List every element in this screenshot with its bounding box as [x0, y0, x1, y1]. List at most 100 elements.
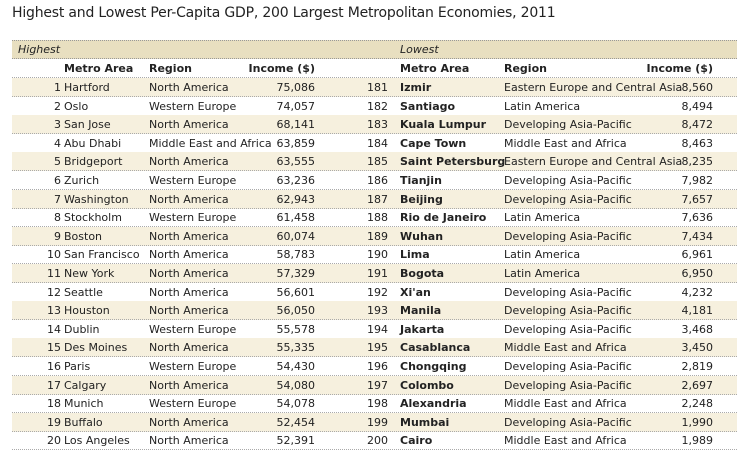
- table-row: 11 New York North America 57,329 191 Bogota La…: [12, 264, 737, 283]
- income-lowest: 2,697: [681, 378, 714, 392]
- rank-lowest: 187: [367, 192, 388, 206]
- rank-highest: 4: [54, 136, 61, 150]
- table-row: 14 Dublin Western Europe 55,578 194 Jakarta De…: [12, 320, 737, 339]
- region-highest: North America: [149, 155, 229, 169]
- table-row: 18 Munich Western Europe 54,078 198 Alexandri…: [12, 394, 737, 414]
- rank-lowest: 194: [367, 322, 388, 336]
- metro-lowest: Jakarta: [400, 322, 445, 336]
- metro-highest: San Jose: [64, 118, 111, 132]
- rank-highest: 5: [54, 155, 61, 169]
- header-metro-highest: Metro Area: [64, 62, 134, 75]
- metro-highest: Zurich: [64, 174, 100, 187]
- rank-highest: 11: [47, 267, 61, 280]
- region-lowest: Middle East and Africa: [504, 341, 627, 355]
- income-lowest: 2,819: [681, 360, 714, 373]
- income-highest: 52,454: [276, 415, 316, 429]
- rank-highest: 2: [54, 99, 61, 113]
- region-lowest: Developing Asia-Pacific: [504, 192, 632, 206]
- rank-lowest: 193: [367, 304, 388, 318]
- income-lowest: 3,468: [681, 322, 714, 336]
- table-row: 8 Stockholm Western Europe 61,458 188 Rio de …: [12, 208, 737, 228]
- metro-lowest: Mumbai: [400, 415, 450, 429]
- rank-lowest: 183: [367, 118, 388, 132]
- income-highest: 54,080: [276, 378, 316, 392]
- region-lowest: Developing Asia-Pacific: [504, 285, 632, 299]
- region-highest: North America: [149, 267, 229, 280]
- metro-highest: Oslo: [64, 99, 89, 113]
- income-lowest: 4,232: [681, 285, 714, 299]
- income-highest: 56,050: [276, 304, 316, 318]
- income-highest: 55,335: [276, 341, 316, 355]
- metro-highest: Des Moines: [64, 341, 128, 355]
- region-highest: North America: [149, 192, 229, 206]
- metro-highest: Hartford: [64, 81, 110, 94]
- metro-highest: San Francisco: [64, 248, 140, 262]
- region-highest: North America: [149, 415, 229, 429]
- table-row: 10 San Francisco North America 58,783 190 Lim…: [12, 245, 737, 265]
- income-highest: 58,783: [276, 248, 316, 262]
- metro-lowest: Wuhan: [400, 229, 444, 243]
- region-lowest: Developing Asia-Pacific: [504, 118, 632, 132]
- rank-lowest: 196: [367, 360, 388, 373]
- metro-highest: Stockholm: [64, 211, 122, 225]
- region-lowest: Eastern Europe and Central Asia: [504, 155, 683, 169]
- table-row: 3 San Jose North America 68,141 183 Kuala Lum…: [12, 115, 737, 135]
- metro-lowest: Lima: [400, 248, 430, 262]
- rank-highest: 18: [47, 397, 61, 411]
- income-highest: 63,859: [276, 136, 316, 150]
- metro-lowest: Chongqing: [400, 360, 467, 373]
- rank-highest: 15: [47, 341, 61, 355]
- income-lowest: 3,450: [681, 341, 714, 355]
- income-lowest: 7,657: [681, 192, 714, 206]
- region-lowest: Middle East and Africa: [504, 397, 627, 411]
- income-highest: 54,078: [276, 397, 316, 411]
- table-row: 16 Paris Western Europe 54,430 196 Chongqing D…: [12, 357, 737, 376]
- metro-highest: Paris: [64, 360, 91, 373]
- region-highest: Western Europe: [149, 360, 237, 373]
- metro-highest: Bridgeport: [64, 155, 123, 169]
- rank-highest: 12: [47, 285, 61, 299]
- table-row: 7 Washington North America 62,943 187 Beijing…: [12, 189, 737, 209]
- metro-lowest: Xi'an: [400, 285, 431, 299]
- table-row: 6 Zurich Western Europe 63,236 186 Tianjin Dev…: [12, 171, 737, 190]
- table-row: 20 Los Angeles North America 52,391 200 Cairo…: [12, 431, 737, 451]
- region-highest: North America: [149, 229, 229, 243]
- region-lowest: Latin America: [504, 211, 581, 225]
- rank-lowest: 184: [367, 136, 388, 150]
- header-income-lowest: Income ($): [646, 62, 713, 75]
- metro-highest: Houston: [64, 304, 110, 318]
- header-region-lowest: Region: [504, 62, 547, 75]
- region-highest: Western Europe: [149, 397, 237, 411]
- header-income-highest: Income ($): [248, 62, 315, 75]
- metro-highest: Abu Dhabi: [64, 136, 122, 150]
- rank-lowest: 186: [367, 174, 388, 187]
- metro-lowest: Tianjin: [400, 174, 442, 187]
- rank-highest: 14: [47, 322, 61, 336]
- rank-highest: 6: [54, 174, 61, 187]
- rank-lowest: 195: [367, 341, 388, 355]
- income-highest: 62,943: [276, 192, 316, 206]
- table-title: Highest and Lowest Per-Capita GDP, 200 L…: [12, 5, 556, 21]
- region-lowest: Developing Asia-Pacific: [504, 322, 632, 336]
- region-highest: Western Europe: [149, 211, 237, 225]
- table-row: 9 Boston North America 60,074 189 Wuhan Develo…: [12, 226, 737, 246]
- region-lowest: Developing Asia-Pacific: [504, 174, 632, 187]
- region-highest: North America: [149, 248, 229, 262]
- rank-lowest: 192: [367, 285, 388, 299]
- table-row: 19 Buffalo North America 52,454 199 Mumbai Dev…: [12, 412, 737, 432]
- rank-highest: 10: [47, 248, 61, 262]
- income-highest: 63,555: [276, 155, 316, 169]
- rank-lowest: 200: [367, 434, 388, 448]
- table-row: 5 Bridgeport North America 63,555 185 Saint P…: [12, 152, 737, 172]
- header-metro-lowest: Metro Area: [400, 62, 470, 75]
- income-lowest: 1,989: [681, 434, 714, 448]
- rank-highest: 19: [47, 415, 61, 429]
- metro-lowest: Kuala Lumpur: [400, 118, 487, 132]
- metro-lowest: Bogota: [400, 267, 445, 280]
- income-highest: 63,236: [276, 174, 316, 187]
- rank-highest: 16: [47, 360, 61, 373]
- income-lowest: 8,235: [681, 155, 714, 169]
- income-highest: 52,391: [276, 434, 316, 448]
- metro-lowest: Rio de Janeiro: [400, 211, 487, 225]
- region-lowest: Developing Asia-Pacific: [504, 229, 632, 243]
